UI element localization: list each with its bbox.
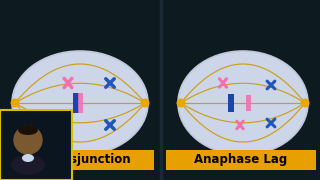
Bar [73, 93, 79, 113]
Bar [228, 94, 234, 112]
Bar [0, 110, 72, 180]
Ellipse shape [12, 51, 148, 155]
Ellipse shape [22, 154, 34, 162]
Text: Non-Disjunction: Non-Disjunction [26, 152, 132, 165]
Circle shape [177, 99, 185, 107]
Ellipse shape [178, 51, 308, 155]
Ellipse shape [11, 155, 45, 175]
Bar [246, 95, 251, 111]
Text: Anaphase Lag: Anaphase Lag [194, 152, 288, 165]
Circle shape [141, 99, 149, 107]
Circle shape [11, 99, 19, 107]
Circle shape [14, 126, 42, 154]
Bar [166, 150, 316, 170]
Bar [78, 93, 83, 113]
Circle shape [301, 99, 309, 107]
Bar [0, 110, 72, 180]
Ellipse shape [18, 125, 38, 135]
Bar [4, 150, 154, 170]
